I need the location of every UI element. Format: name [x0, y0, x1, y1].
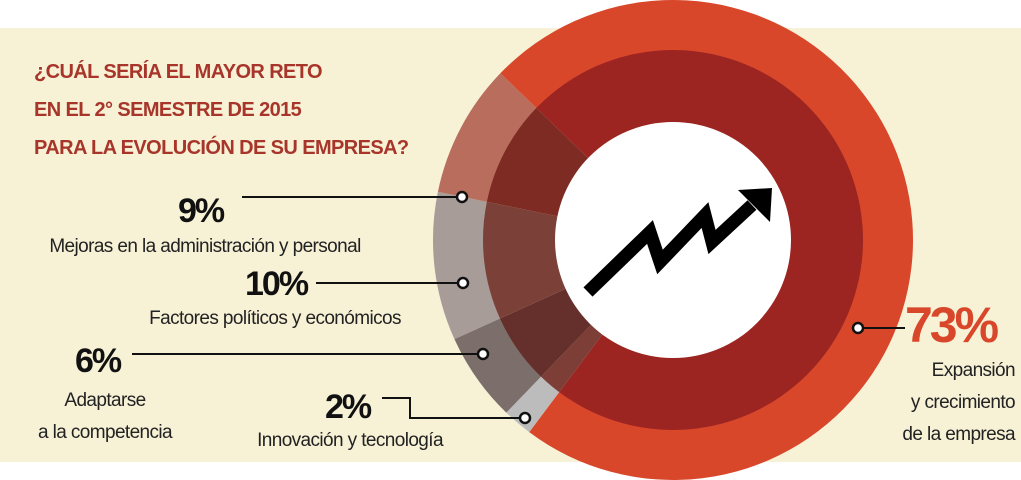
category-label: Expansión y crecimiento de la empresa: [902, 360, 1016, 445]
chart-title: ¿CUÁL SERÍA EL MAYOR RETO EN EL 2° SEMEST…: [34, 60, 409, 159]
category-label: Mejoras en la administración y personal: [49, 236, 360, 257]
value-label: 2%: [325, 388, 372, 426]
segment-outer: [437, 73, 538, 203]
labels: 73% Expansión y crecimiento de la empresa 2%…: [38, 190, 1017, 451]
category-label: Innovación y tecnología: [257, 430, 444, 451]
segment-outer: [454, 317, 543, 413]
trend-arrow-icon: [583, 188, 772, 297]
value-label: 6%: [75, 342, 122, 380]
segment-outer: [500, 0, 913, 480]
leader-dot: [851, 321, 865, 335]
segment-inner: [483, 201, 573, 319]
leader-dot: [456, 276, 470, 290]
segment-inner: [541, 319, 608, 393]
leader-dot: [455, 190, 469, 204]
value-label: 9%: [178, 192, 225, 230]
leader-dot: [476, 347, 490, 361]
category-label: Factores políticos y económicos: [149, 308, 401, 329]
segment-inner: [499, 285, 597, 377]
value-label: 73%: [905, 297, 999, 353]
leader-line: [382, 397, 525, 419]
segment-inner: [536, 50, 863, 430]
category-label: Adaptarse a la competencia: [38, 390, 173, 443]
value-label: 10%: [245, 265, 309, 303]
leader-dot: [518, 411, 532, 425]
